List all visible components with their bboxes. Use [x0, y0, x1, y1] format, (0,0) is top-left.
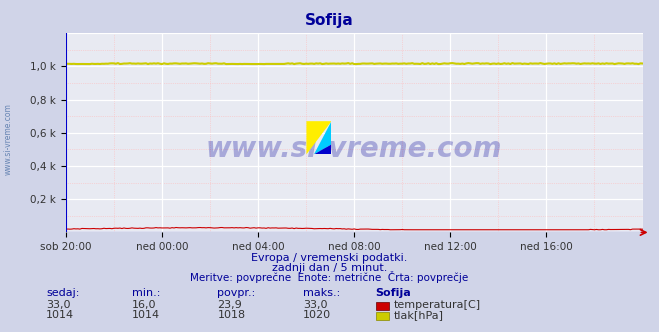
Text: maks.:: maks.:	[303, 288, 341, 298]
Text: 16,0: 16,0	[132, 300, 156, 310]
Text: povpr.:: povpr.:	[217, 288, 256, 298]
Text: 1018: 1018	[217, 310, 246, 320]
Text: tlak[hPa]: tlak[hPa]	[393, 310, 444, 320]
Text: 23,9: 23,9	[217, 300, 243, 310]
Polygon shape	[306, 121, 331, 154]
Text: temperatura[C]: temperatura[C]	[393, 300, 480, 310]
Text: www.si-vreme.com: www.si-vreme.com	[206, 135, 502, 163]
Text: sedaj:: sedaj:	[46, 288, 80, 298]
Text: Evropa / vremenski podatki.: Evropa / vremenski podatki.	[251, 253, 408, 263]
Text: 1020: 1020	[303, 310, 331, 320]
Polygon shape	[314, 121, 331, 154]
Text: Sofija: Sofija	[305, 13, 354, 28]
Text: Meritve: povprečne  Enote: metrične  Črta: povprečje: Meritve: povprečne Enote: metrične Črta:…	[190, 271, 469, 283]
Text: min.:: min.:	[132, 288, 160, 298]
Text: www.si-vreme.com: www.si-vreme.com	[4, 104, 13, 175]
Polygon shape	[306, 144, 331, 154]
Text: Sofija: Sofija	[376, 288, 411, 298]
Text: zadnji dan / 5 minut.: zadnji dan / 5 minut.	[272, 263, 387, 273]
Text: 1014: 1014	[132, 310, 160, 320]
Text: 33,0: 33,0	[46, 300, 71, 310]
Text: 33,0: 33,0	[303, 300, 328, 310]
Text: 1014: 1014	[46, 310, 74, 320]
